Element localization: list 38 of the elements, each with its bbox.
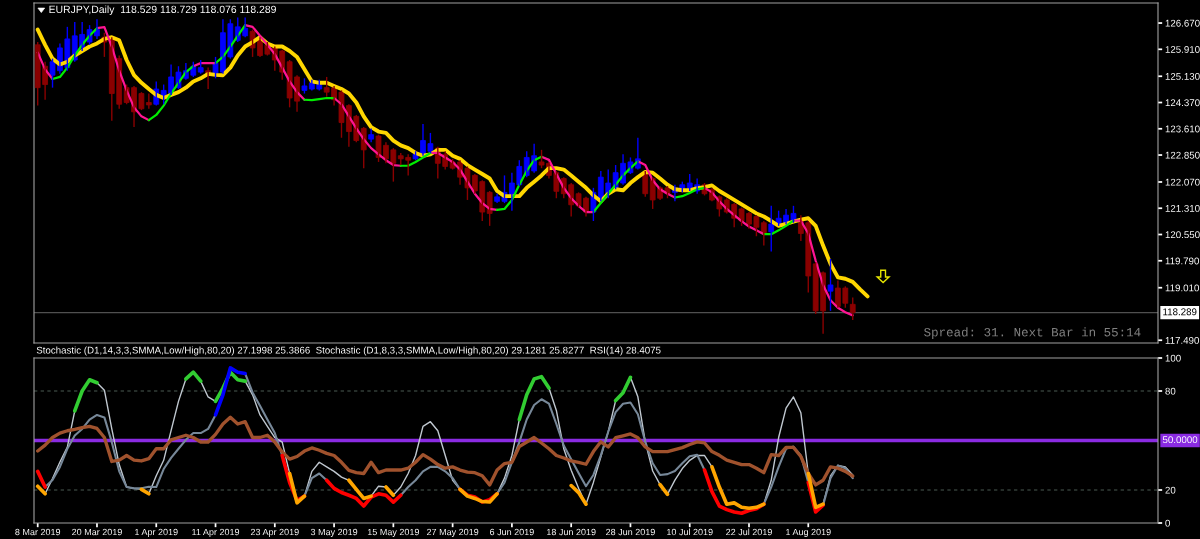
y-tick-label: 123.610 — [1165, 125, 1200, 133]
chart-title: EURJPY,Daily 118.529 118.729 118.076 118.289 — [49, 5, 276, 16]
y-tick-label: 122.070 — [1165, 178, 1200, 186]
line-series — [213, 366, 247, 417]
x-tick-label: 8 Mar 2019 — [15, 528, 61, 536]
x-tick-label: 28 Jun 2019 — [606, 528, 655, 536]
candlestick — [827, 258, 834, 312]
x-tick-label: 20 Mar 2019 — [72, 528, 122, 536]
line-series — [36, 415, 855, 487]
y-tick-label: 119.790 — [1165, 257, 1199, 265]
y-tick-label: 117.490 — [1165, 336, 1199, 344]
y-tick-label: 120.550 — [1165, 231, 1200, 239]
x-tick-label: 27 May 2019 — [426, 528, 479, 537]
y-tick-label: 124.370 — [1165, 99, 1200, 107]
y-tick-label: 126.670 — [1165, 19, 1200, 27]
x-tick-label: 11 Apr 2019 — [192, 528, 240, 537]
y-tick-label: 121.310 — [1165, 204, 1200, 212]
x-tick-label: 10 Jul 2019 — [667, 528, 713, 536]
x-tick-label: 18 Jun 2019 — [547, 528, 596, 536]
y-tick-label: 119.010 — [1165, 284, 1199, 292]
x-tick-label: 1 Apr 2019 — [135, 528, 178, 537]
y-tick-label: 80 — [1165, 387, 1176, 395]
y-tick-label: 125.130 — [1165, 72, 1200, 80]
ref-line-label: 118.289 — [1163, 308, 1197, 316]
y-tick-label: 100 — [1165, 354, 1181, 362]
ref-line-label: 50.0000 — [1162, 436, 1198, 444]
x-tick-label: 1 Aug 2019 — [786, 528, 831, 537]
x-tick-label: 15 May 2019 — [367, 528, 420, 537]
y-tick-label: 122.850 — [1165, 151, 1200, 159]
x-tick-label: 6 Jun 2019 — [490, 528, 534, 536]
y-tick-label: 125.910 — [1165, 46, 1200, 53]
y-tick-label: 20 — [1165, 486, 1176, 494]
text: Spread: 31. Next Bar in 55:14 — [924, 327, 1141, 339]
x-tick-label: 22 Jul 2019 — [726, 528, 772, 536]
y-tick-label: 0 — [1165, 519, 1170, 527]
x-tick-label: 3 May 2019 — [310, 528, 358, 537]
chart-title: Stochastic (D1,14,3,3,SMMA,Low/High,80,20) 27.1998 25.3866 Stochastic (D1,8,3,3,SMMA,Low/High,80,20) 29.1281 25.8277 RSI(14) 28.4075 — [36, 346, 661, 356]
x-tick-label: 23 Apr 2019 — [250, 528, 299, 537]
